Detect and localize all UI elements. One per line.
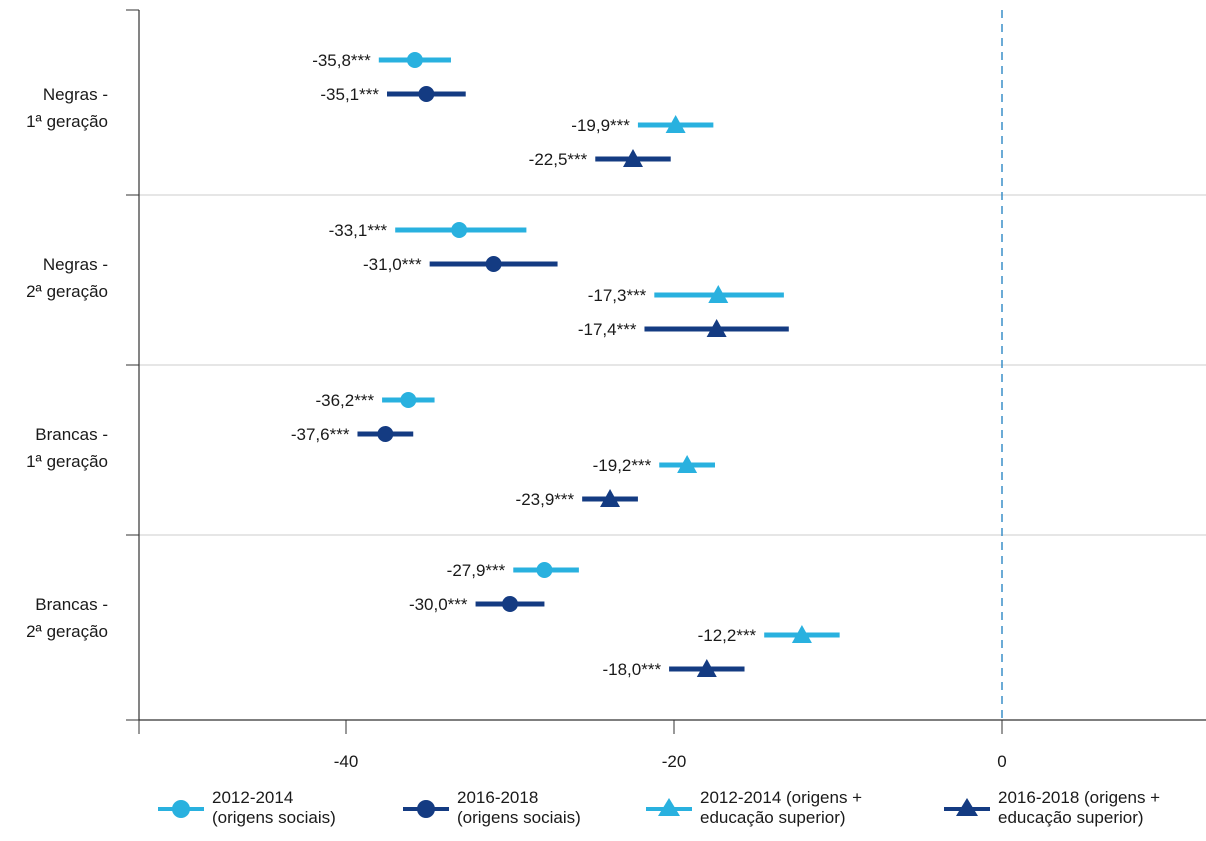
- x-tick-label: 0: [997, 752, 1006, 771]
- circle-marker-icon: [172, 800, 190, 818]
- triangle-marker: [677, 455, 698, 473]
- legend-label: 2016-2018: [457, 788, 539, 807]
- triangle-marker: [623, 149, 643, 167]
- group-label: Brancas -: [35, 595, 108, 614]
- legend-item-2012-2014-educacao: 2012-2014 (origens + educação superior): [646, 788, 862, 828]
- triangle-marker: [708, 285, 729, 303]
- legend-item-2016-2018: 2016-2018 (origens sociais): [403, 788, 581, 828]
- legend-item-2012-2014: 2012-2014 (origens sociais): [158, 788, 336, 828]
- legend-label: (origens sociais): [212, 808, 336, 827]
- triangle-marker: [600, 489, 621, 507]
- triangle-marker-icon: [956, 798, 978, 816]
- data-label: -30,0***: [409, 595, 468, 614]
- legend-swatch-circle-dark: [403, 788, 449, 828]
- data-label: -19,2***: [593, 456, 652, 475]
- legend-swatch-triangle-light: [646, 788, 692, 828]
- group-label: Negras -: [43, 255, 108, 274]
- legend-label: educação superior): [700, 808, 846, 827]
- data-label: -35,8***: [312, 51, 371, 70]
- data-label: -35,1***: [320, 85, 379, 104]
- data-label: -23,9***: [516, 490, 575, 509]
- x-tick-label: -20: [662, 752, 687, 771]
- group-label: 2ª geração: [26, 622, 108, 641]
- legend-label: 2016-2018 (origens +: [998, 788, 1161, 807]
- x-tick-label: -40: [334, 752, 359, 771]
- axis-layer: -40 -20 0 Negras - 1ª geração Negras - 2ª gera…: [26, 9, 1206, 771]
- point-marker: [377, 426, 394, 442]
- point-marker: [406, 52, 423, 68]
- group-label: Brancas -: [35, 425, 108, 444]
- legend-label: 2012-2014 (origens +: [700, 788, 863, 807]
- point-marker: [451, 222, 468, 238]
- legend-label: (origens sociais): [457, 808, 581, 827]
- data-label: -22,5***: [529, 150, 588, 169]
- data-label: -27,9***: [447, 561, 506, 580]
- legend-label: educação superior): [998, 808, 1144, 827]
- triangle-marker: [706, 319, 727, 337]
- data-label: -36,2***: [315, 391, 374, 410]
- legend-swatch-circle-light: [158, 788, 204, 828]
- data-label: -17,4***: [578, 320, 637, 339]
- data-label: -17,3***: [588, 286, 647, 305]
- data-label: -31,0***: [363, 255, 422, 274]
- circle-marker-icon: [417, 800, 435, 818]
- legend-item-2016-2018-educacao: 2016-2018 (origens + educação superior): [944, 788, 1160, 828]
- triangle-marker-icon: [658, 798, 680, 816]
- group-label: 2ª geração: [26, 282, 108, 301]
- group-label: 1ª geração: [26, 452, 108, 471]
- legend: 2012-2014 (origens sociais) 2016-2018 (o…: [0, 788, 1206, 841]
- triangle-marker: [791, 625, 812, 643]
- legend-label: 2012-2014: [212, 788, 294, 807]
- data-label: -12,2***: [698, 626, 757, 645]
- marks-layer: -35,8*** -33,1*** -36,2*** -27,9*** -35,1***…: [291, 51, 840, 679]
- group-label: 1ª geração: [26, 112, 108, 131]
- legend-swatch-triangle-dark: [944, 788, 990, 828]
- point-marker: [536, 562, 553, 578]
- point-marker: [502, 596, 518, 612]
- point-marker: [485, 256, 502, 272]
- chart-svg: -40 -20 0 Negras - 1ª geração Negras - 2ª gera…: [26, 9, 1206, 771]
- point-marker: [400, 392, 417, 408]
- point-marker: [418, 86, 435, 102]
- data-label: -19,9***: [571, 116, 630, 135]
- triangle-marker: [665, 115, 686, 133]
- triangle-marker: [696, 659, 717, 677]
- group-label: Negras -: [43, 85, 108, 104]
- data-label: -33,1***: [329, 221, 388, 240]
- data-label: -18,0***: [602, 660, 661, 679]
- data-label: -37,6***: [291, 425, 350, 444]
- grid-layer: [139, 194, 1206, 536]
